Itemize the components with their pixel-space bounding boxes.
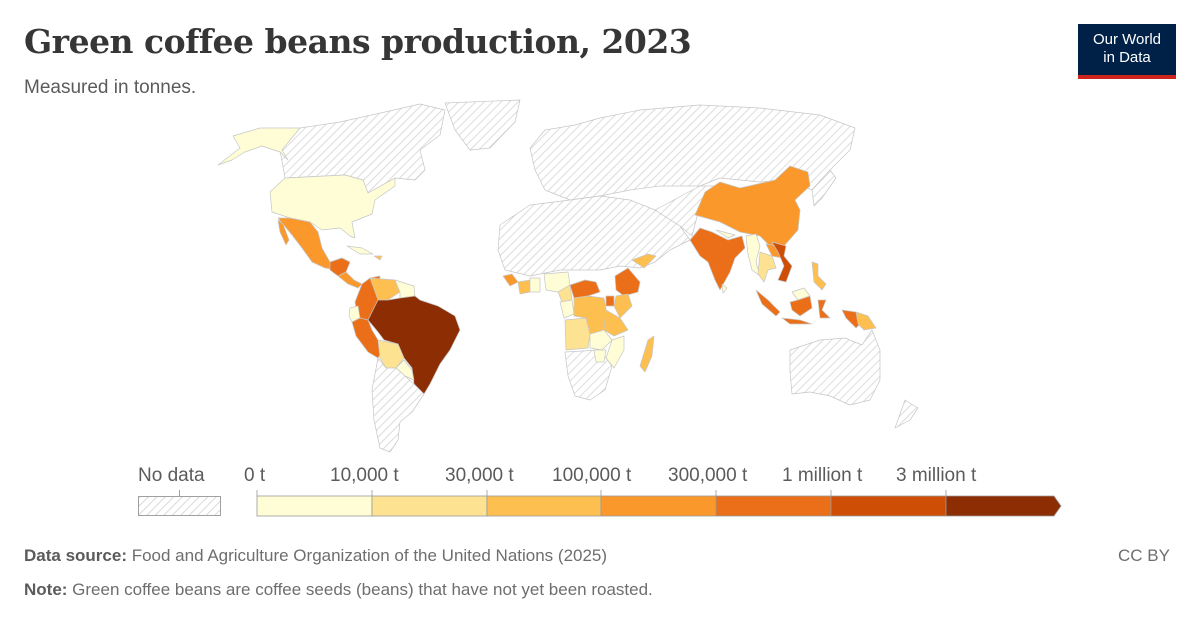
country-indonesia-sumatra (755, 289, 781, 317)
legend-bin-3 (600, 495, 717, 517)
country-madagascar (639, 335, 655, 373)
country-zimbabwe (593, 349, 607, 363)
country-myanmar (745, 233, 761, 277)
legend-no-data-label: No data (138, 465, 205, 486)
country-zambia (589, 329, 613, 351)
logo-line-2: in Data (1103, 49, 1151, 66)
legend-tick-100k: 100,000 t (552, 465, 632, 486)
country-ghana-togo (529, 277, 541, 293)
legend-no-data-swatch (138, 496, 221, 516)
region-new-zealand (894, 399, 919, 429)
license-link[interactable]: CC BY (1118, 546, 1170, 565)
logo-line-1: Our World (1092, 31, 1162, 48)
data-source-text[interactable]: Food and Agriculture Organization of the… (126, 546, 608, 565)
country-angola (564, 317, 591, 351)
legend-bin-6 (945, 495, 1062, 517)
country-nepal (715, 229, 736, 239)
data-source: Data source: Food and Agriculture Organi… (24, 546, 607, 566)
legend-bin-4 (715, 495, 832, 517)
region-southern-cone (371, 357, 425, 453)
country-cote-divoire (517, 279, 531, 295)
country-venezuela (369, 277, 401, 301)
country-uganda (605, 295, 615, 307)
chart-subtitle: Measured in tonnes. (24, 77, 197, 98)
country-sri-lanka (721, 283, 728, 294)
owid-logo[interactable]: Our World in Data (1078, 24, 1176, 79)
legend-tick-30k: 30,000 t (445, 465, 514, 486)
country-gabon-congo (559, 299, 575, 319)
country-india (689, 227, 746, 291)
country-cuba (346, 245, 374, 255)
country-tanzania (603, 309, 629, 337)
country-ethiopia (614, 267, 641, 297)
country-brazil (367, 295, 461, 395)
legend-no-data-tick (179, 490, 180, 496)
country-guinea (502, 273, 519, 287)
country-united-states (269, 174, 396, 239)
legend-tick-1m: 1 million t (782, 465, 863, 486)
country-mexico-baja (277, 219, 290, 246)
country-philippines (811, 261, 827, 291)
country-central-african-republic (569, 279, 601, 299)
note-text: Green coffee beans are coffee seeds (bea… (67, 580, 653, 599)
legend-tick-300k: 300,000 t (668, 465, 748, 486)
country-kenya (613, 293, 633, 319)
legend-bin-0 (256, 495, 373, 517)
legend-bin-5 (830, 495, 947, 517)
country-indonesia-sulawesi (817, 299, 831, 319)
legend-bin-1 (371, 495, 488, 517)
country-dominican-rep (373, 255, 383, 261)
legend-tick-0: 0 t (244, 465, 266, 486)
country-mozambique-malawi (605, 335, 625, 369)
legend-bin-2 (486, 495, 602, 517)
country-indonesia-borneo (789, 295, 813, 317)
legend-tick-3m: 3 million t (896, 465, 977, 486)
country-indonesia-java (781, 317, 813, 325)
country-yemen (631, 253, 657, 269)
country-papua-new-guinea (855, 311, 877, 331)
region-japan-korea (811, 169, 837, 207)
data-source-label: Data source: (24, 546, 127, 565)
color-legend: No data 0 t 10,000 t 30,000 t 100,000 t … (0, 455, 1200, 525)
legend-tick-10k: 10,000 t (330, 465, 399, 486)
chart-title: Green coffee beans production, 2023 (24, 22, 692, 61)
chart-note: Note: Green coffee beans are coffee seed… (24, 580, 653, 600)
region-australia (789, 329, 881, 406)
note-label: Note: (24, 580, 68, 599)
legend-color-bar (256, 490, 1062, 517)
world-map (217, 99, 919, 453)
country-vietnam (771, 241, 793, 283)
country-costa-rica-panama (337, 271, 363, 289)
region-greenland (444, 99, 521, 151)
country-alaska-usa (217, 127, 301, 166)
